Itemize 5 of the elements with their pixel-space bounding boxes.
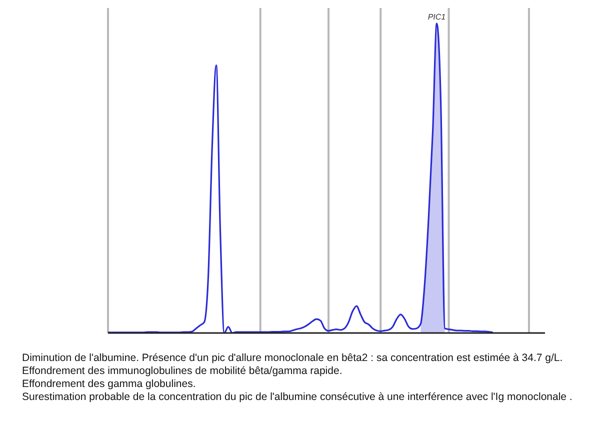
text: Surestimation probable de la concentration du pic de l'albumine consécutive à une interférence avec l'Ig monoclonale . — [22, 391, 574, 404]
text: Diminution de l'albumine. Présence d'un pic d'allure monoclonale en bêta2 : sa concentration est estimée à 34.7 g/L. — [22, 352, 564, 365]
text: Effondrement des immunoglobulines de mobilité bêta/gamma rapide. — [22, 365, 344, 378]
annotation: PIC1 — [428, 12, 446, 22]
text: Effondrement des gamma globulines. — [22, 378, 197, 391]
